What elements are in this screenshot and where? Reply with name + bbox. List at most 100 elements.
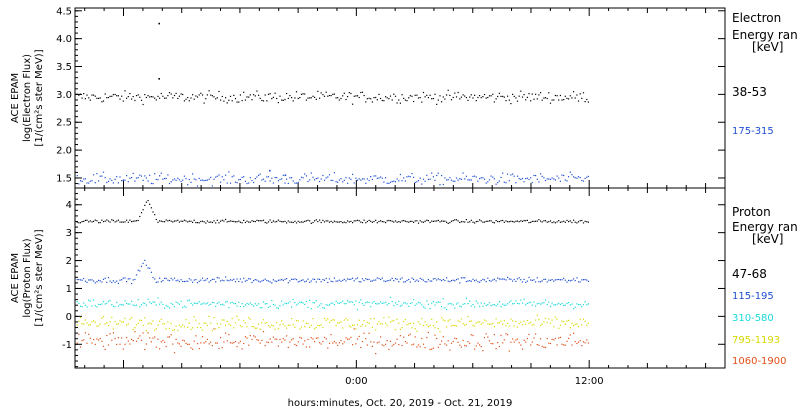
data-point: [409, 302, 411, 305]
data-point: [396, 278, 398, 280]
data-point: [300, 279, 303, 281]
data-point: [271, 300, 273, 302]
data-point: [449, 280, 451, 283]
data-point: [350, 92, 352, 95]
data-point: [533, 324, 535, 326]
data-point: [375, 279, 377, 281]
data-point: [584, 220, 586, 222]
data-point: [411, 220, 413, 222]
data-point: [101, 219, 103, 221]
data-point: [116, 95, 118, 97]
data-point: [375, 96, 377, 99]
data-point: [467, 179, 469, 181]
data-point: [150, 302, 152, 305]
data-point: [465, 297, 467, 299]
data-point: [350, 178, 352, 180]
data-point: [159, 175, 161, 177]
data-point: [371, 178, 373, 181]
data-point: [582, 222, 585, 224]
data-point: [520, 90, 522, 92]
data-point: [84, 280, 86, 282]
proton-series-310-580: [76, 296, 589, 311]
data-point: [279, 324, 281, 326]
data-point: [584, 279, 586, 281]
data-point: [167, 305, 169, 308]
data-point: [579, 304, 581, 306]
data-point: [157, 297, 159, 299]
data-point: [577, 176, 580, 178]
data-point: [447, 179, 449, 181]
data-point: [162, 178, 164, 180]
data-point: [406, 221, 408, 223]
data-point: [426, 337, 428, 339]
data-point: [358, 220, 360, 222]
data-point: [487, 181, 489, 183]
data-point: [173, 178, 176, 180]
data-point: [573, 219, 575, 221]
data-point: [206, 324, 208, 326]
proton-legend-entry: 310-580: [732, 313, 774, 324]
data-point: [417, 280, 420, 282]
data-point: [398, 99, 400, 101]
data-point: [485, 220, 487, 222]
data-point: [563, 99, 565, 101]
data-point: [576, 222, 578, 224]
data-point: [371, 221, 373, 223]
data-point: [378, 177, 380, 179]
data-point: [135, 274, 138, 276]
data-point: [291, 177, 293, 179]
data-point: [126, 97, 128, 99]
data-point: [134, 220, 136, 222]
data-point: [312, 318, 314, 320]
data-point: [490, 280, 492, 282]
data-point: [475, 221, 477, 223]
data-point: [287, 346, 289, 349]
data-point: [474, 306, 476, 308]
data-point: [124, 221, 126, 223]
data-point: [243, 342, 245, 345]
data-point: [226, 340, 228, 342]
data-point: [96, 97, 98, 99]
data-point: [160, 281, 162, 283]
data-point: [464, 178, 466, 180]
data-point: [183, 280, 185, 283]
data-point: [193, 279, 195, 281]
data-point: [119, 98, 121, 100]
data-point: [88, 333, 90, 335]
data-point: [508, 278, 510, 280]
data-point: [307, 278, 309, 280]
data-point: [444, 279, 446, 282]
data-point: [323, 336, 326, 338]
data-point: [488, 220, 491, 222]
data-point: [251, 99, 253, 101]
data-point: [422, 325, 425, 327]
data-point: [417, 344, 420, 346]
data-point: [332, 93, 334, 95]
data-point: [239, 221, 241, 223]
data-point: [551, 319, 553, 321]
data-point: [236, 101, 238, 103]
data-point: [394, 181, 397, 183]
data-point: [102, 316, 105, 318]
data-point: [86, 219, 88, 221]
data-point: [417, 180, 420, 182]
data-point: [495, 305, 497, 307]
data-point: [253, 335, 255, 337]
data-point: [526, 177, 528, 179]
data-point: [149, 322, 151, 324]
data-point: [436, 220, 438, 222]
data-point: [327, 347, 329, 349]
data-point: [104, 348, 106, 351]
data-point: [147, 323, 149, 325]
data-point: [568, 319, 570, 321]
data-point: [205, 341, 207, 343]
data-point: [337, 181, 339, 183]
data-point: [132, 328, 134, 331]
data-point: [192, 173, 194, 175]
data-point: [564, 221, 566, 223]
data-point: [162, 303, 164, 305]
data-point: [208, 221, 210, 223]
data-point: [223, 341, 225, 343]
data-point: [101, 317, 103, 319]
data-point: [535, 175, 537, 177]
